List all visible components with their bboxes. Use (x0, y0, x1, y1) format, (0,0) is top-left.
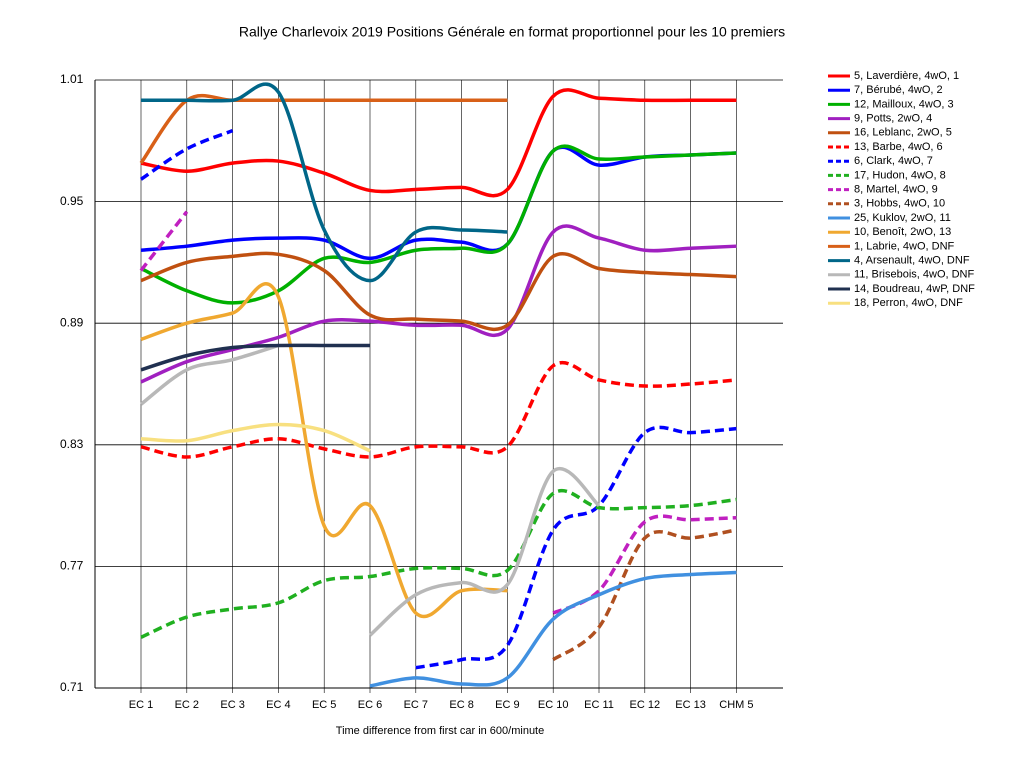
series-line (140, 489, 737, 639)
y-tick-label: 0.89 (60, 315, 84, 329)
x-tick-label: EC 11 (584, 699, 614, 711)
series-line (140, 129, 737, 670)
x-tick-label: EC 5 (312, 699, 336, 711)
legend-label: 25, Kuklov, 2wO, 11 (854, 212, 951, 224)
y-tick-label: 0.95 (60, 194, 84, 208)
x-tick-label: EC 3 (220, 699, 244, 711)
legend-label: 3, Hobbs, 4wO, 10 (854, 198, 945, 210)
x-axis-label: Time difference from first car in 600/mi… (336, 725, 544, 737)
series-line (140, 343, 370, 372)
series-line (369, 570, 737, 688)
grid: 0.71 0.77 0.83 0.89 0.95 1.01 EC 1 EC 2 EC 3 EC 4… (60, 72, 783, 711)
x-tick-label: EC 6 (358, 699, 382, 711)
series-line (140, 361, 737, 459)
x-tick-label: EC 9 (495, 699, 519, 711)
series-line (552, 528, 737, 662)
y-tick-label: 0.83 (60, 437, 84, 451)
legend-label: 16, Leblanc, 2wO, 5 (854, 127, 952, 139)
x-tick-label: EC 4 (266, 699, 290, 711)
y-tick-label: 0.71 (60, 680, 84, 694)
legend-label: 1, Labrie, 4wO, DNF (854, 240, 955, 252)
legend: 5, Laverdière, 4wO, 1 7, Bérubé, 4wO, 2 12… (828, 70, 975, 309)
series-line (139, 343, 601, 637)
x-tick-label: EC 1 (129, 699, 153, 711)
legend-label: 5, Laverdière, 4wO, 1 (854, 70, 959, 82)
series-line (140, 282, 508, 619)
y-tick-label: 0.77 (60, 559, 84, 573)
legend-label: 8, Martel, 4wO, 9 (854, 184, 938, 196)
legend-label: 4, Arsenault, 4wO, DNF (854, 255, 970, 267)
series-line (141, 82, 508, 283)
legend-label: 11, Brisebois, 4wO, DNF (854, 269, 975, 281)
series-line (140, 251, 737, 332)
legend-label: 7, Bérubé, 4wO, 2 (854, 84, 943, 96)
x-tick-label: EC 8 (449, 699, 473, 711)
series-line (139, 93, 508, 165)
legend-label: 6, Clark, 4wO, 7 (854, 155, 933, 167)
lines (139, 82, 737, 688)
series-line (140, 88, 737, 198)
x-tick-label: CHM 5 (719, 699, 753, 711)
legend-label: 18, Perron, 4wO, DNF (854, 297, 963, 309)
x-tick-label: EC 7 (404, 699, 428, 711)
series-line (140, 144, 737, 305)
legend-label: 12, Mailloux, 4wO, 3 (854, 98, 954, 110)
y-tick-label: 1.01 (60, 72, 84, 86)
x-tick-label: EC 13 (675, 699, 706, 711)
legend-label: 14, Boudreau, 4wP, DNF (854, 283, 975, 295)
legend-label: 10, Benoît, 2wO, 13 (854, 226, 951, 238)
legend-label: 13, Barbe, 4wO, 6 (854, 141, 943, 153)
legend-label: 9, Potts, 2wO, 4 (854, 113, 932, 125)
x-tick-label: EC 2 (175, 699, 199, 711)
series-line (140, 422, 371, 453)
x-tick-label: EC 10 (538, 699, 569, 711)
chart-title: Rallye Charlevoix 2019 Positions Général… (239, 24, 785, 40)
x-tick-label: EC 12 (630, 699, 661, 711)
legend-label: 17, Hudon, 4wO, 8 (854, 169, 946, 181)
